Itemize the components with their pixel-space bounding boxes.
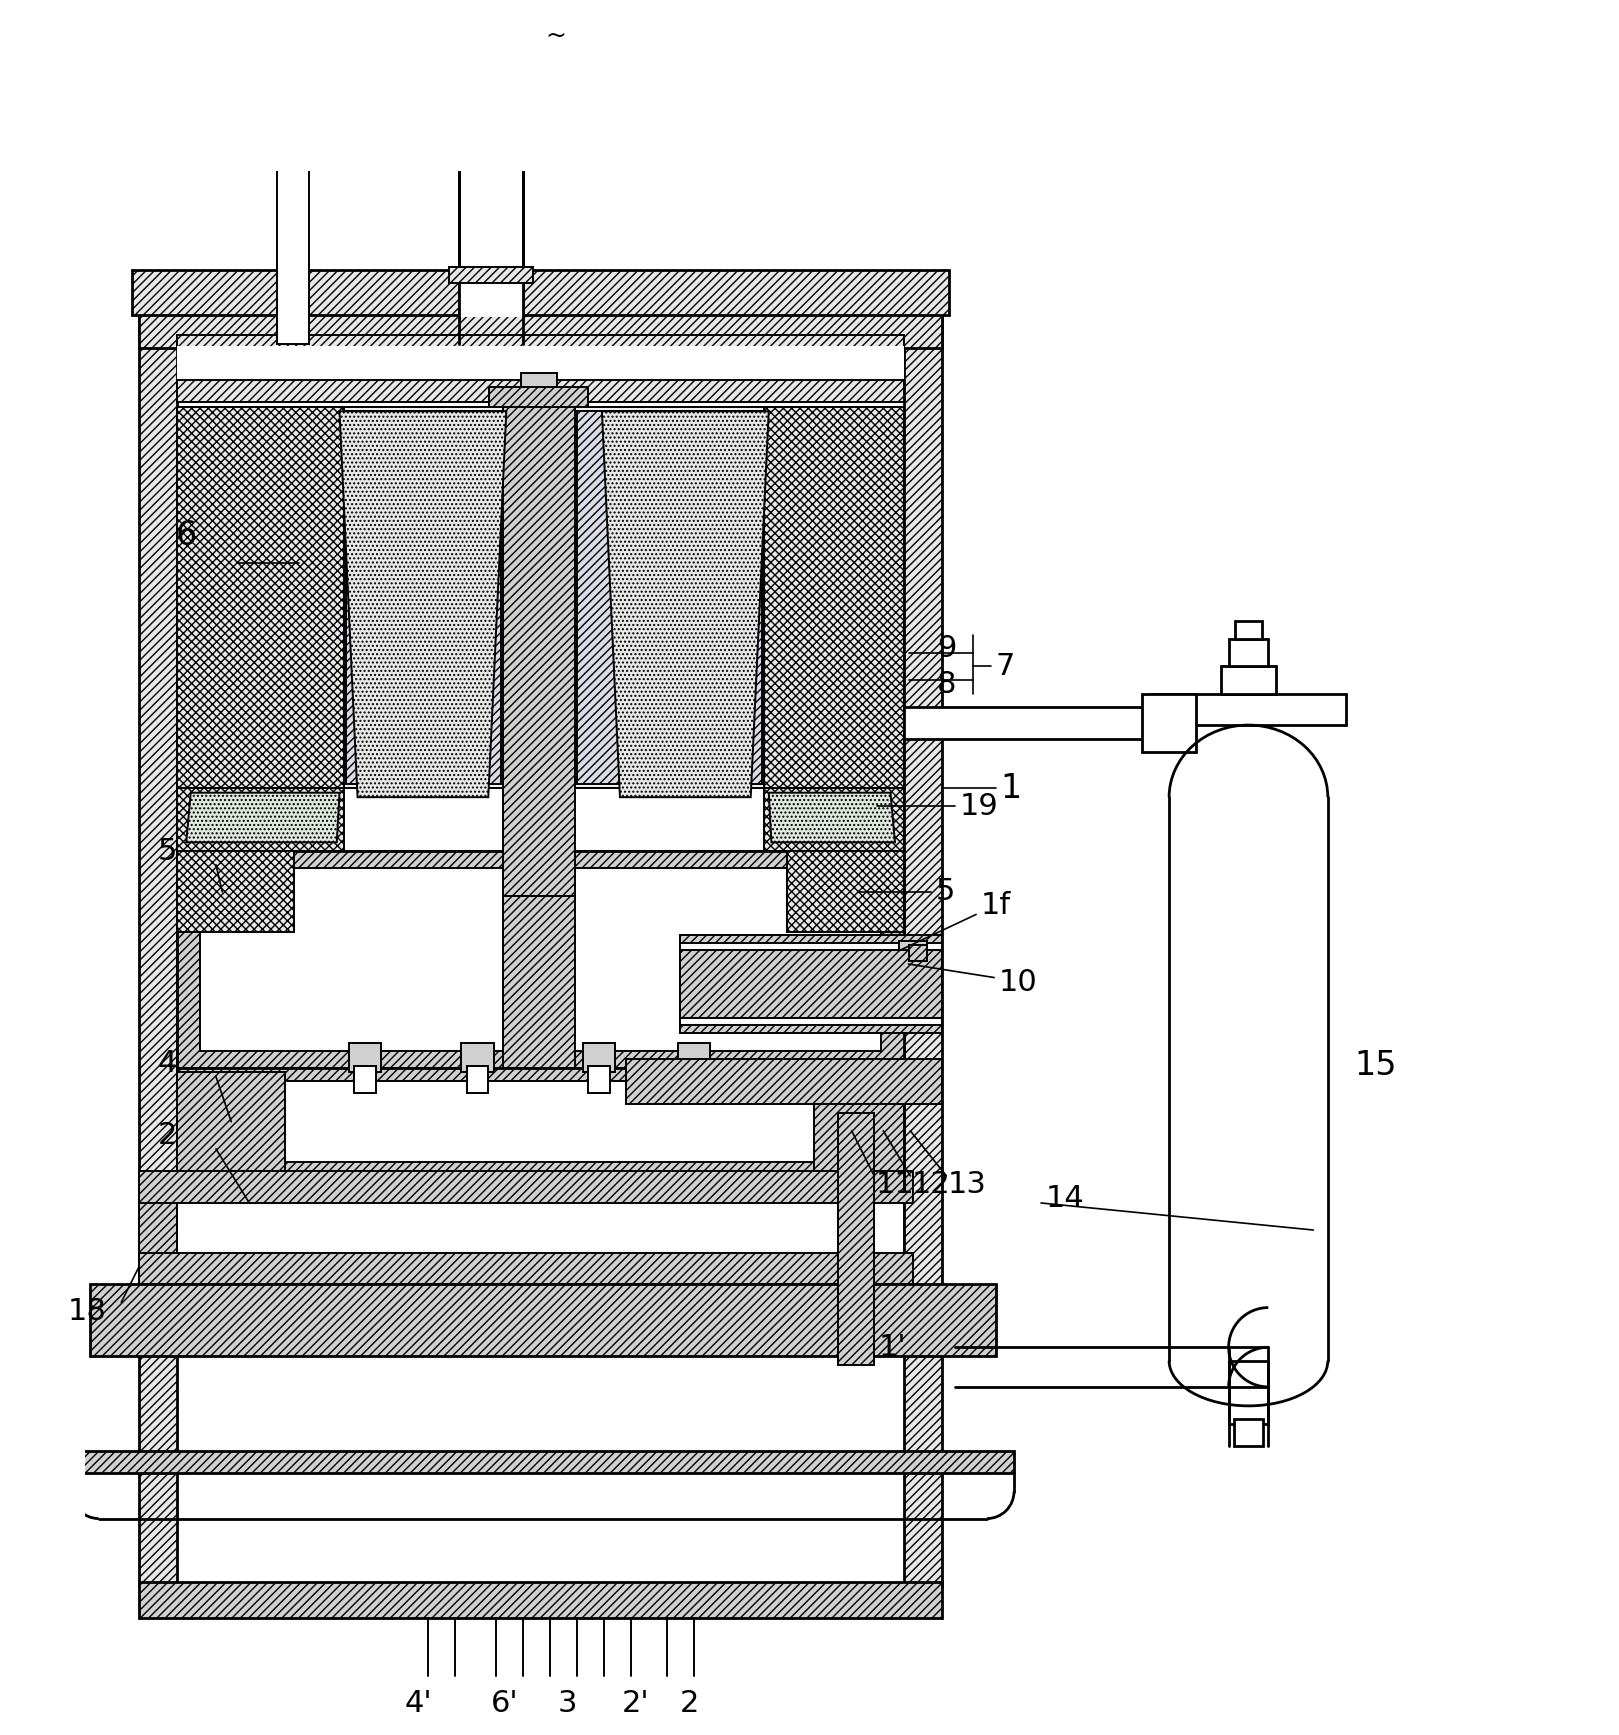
Text: 14: 14 <box>1046 1183 1085 1213</box>
Bar <box>139 1582 942 1617</box>
Bar <box>199 868 881 1051</box>
Text: 6': 6' <box>491 1688 518 1718</box>
Bar <box>448 267 533 283</box>
Text: 8: 8 <box>937 670 957 699</box>
Bar <box>176 347 903 403</box>
Text: 1': 1' <box>879 1332 907 1362</box>
Polygon shape <box>176 852 903 1067</box>
Bar <box>583 1043 615 1072</box>
Text: 10: 10 <box>999 968 1038 996</box>
Polygon shape <box>627 1058 942 1103</box>
Bar <box>489 387 588 406</box>
Text: 9: 9 <box>937 633 957 663</box>
Polygon shape <box>346 411 500 784</box>
Bar <box>908 946 926 961</box>
Bar <box>683 1065 704 1093</box>
Bar <box>839 1112 874 1365</box>
Bar <box>176 380 903 403</box>
Polygon shape <box>680 944 942 1025</box>
Text: 2': 2' <box>622 1688 649 1718</box>
Text: 6: 6 <box>175 519 196 552</box>
Bar <box>139 1253 913 1284</box>
Bar <box>903 708 1169 739</box>
Text: 12: 12 <box>911 1171 950 1199</box>
Polygon shape <box>504 897 575 1067</box>
Bar <box>199 1081 881 1162</box>
Bar <box>588 1065 610 1093</box>
Polygon shape <box>176 406 343 788</box>
Polygon shape <box>769 793 895 841</box>
Polygon shape <box>176 788 343 852</box>
Text: 3: 3 <box>559 1688 578 1718</box>
Polygon shape <box>903 311 942 1586</box>
Bar <box>900 942 926 965</box>
Text: 2: 2 <box>680 1688 699 1718</box>
Text: ~: ~ <box>546 23 567 47</box>
Bar <box>348 1043 380 1072</box>
Polygon shape <box>576 411 763 784</box>
Bar <box>1229 640 1268 666</box>
Polygon shape <box>504 403 575 897</box>
Bar <box>1234 1419 1263 1447</box>
Bar <box>460 272 523 316</box>
Text: 4: 4 <box>157 1048 176 1077</box>
Polygon shape <box>133 269 949 314</box>
Polygon shape <box>764 406 903 788</box>
Polygon shape <box>764 788 903 852</box>
Bar <box>355 1065 376 1093</box>
Polygon shape <box>680 935 942 1034</box>
Text: 5: 5 <box>157 836 176 866</box>
Bar <box>277 163 309 344</box>
Text: 19: 19 <box>960 791 999 821</box>
Text: 2: 2 <box>157 1121 176 1150</box>
Bar <box>1221 666 1276 694</box>
Polygon shape <box>814 1072 903 1171</box>
Polygon shape <box>139 311 942 349</box>
Text: 7: 7 <box>996 652 1015 680</box>
Text: 11: 11 <box>876 1171 915 1199</box>
Bar <box>461 1043 494 1072</box>
Polygon shape <box>340 411 507 796</box>
Text: 1f: 1f <box>981 890 1010 920</box>
Bar <box>1229 1360 1268 1424</box>
Text: 13: 13 <box>949 1171 988 1199</box>
Bar <box>1151 694 1345 725</box>
Polygon shape <box>176 1072 285 1171</box>
Text: 4': 4' <box>405 1688 432 1718</box>
Text: 17: 17 <box>708 0 750 7</box>
Polygon shape <box>176 852 295 932</box>
Bar <box>521 373 557 387</box>
Bar <box>139 1171 913 1202</box>
Bar <box>343 788 764 852</box>
Bar <box>1235 621 1261 640</box>
Bar <box>1141 694 1196 751</box>
Bar <box>89 1284 996 1357</box>
Bar <box>71 1450 1013 1473</box>
Polygon shape <box>602 411 769 796</box>
Text: 18: 18 <box>68 1296 107 1326</box>
Bar <box>466 1065 489 1093</box>
Polygon shape <box>176 1067 903 1176</box>
Polygon shape <box>139 311 176 1586</box>
Bar <box>678 1043 711 1072</box>
Polygon shape <box>139 1176 176 1284</box>
Polygon shape <box>787 852 903 932</box>
Polygon shape <box>176 335 903 349</box>
Bar <box>176 1176 903 1284</box>
Text: 5: 5 <box>936 878 955 906</box>
Polygon shape <box>680 951 942 1018</box>
Polygon shape <box>343 406 764 788</box>
Text: 15: 15 <box>1355 1050 1397 1083</box>
Text: 1: 1 <box>1001 772 1022 805</box>
Polygon shape <box>186 793 340 841</box>
